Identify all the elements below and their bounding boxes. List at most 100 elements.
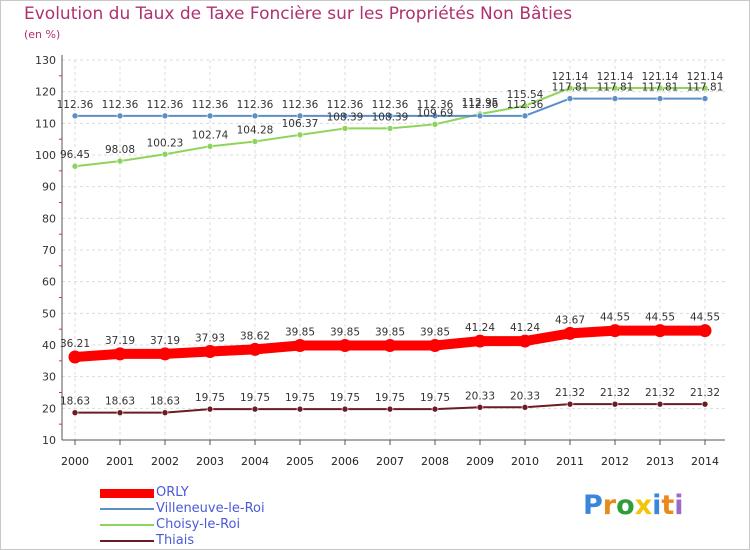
data-point-orly bbox=[248, 342, 262, 356]
data-label-thiais: 19.75 bbox=[195, 392, 225, 404]
x-tick-label: 2009 bbox=[466, 455, 494, 468]
legend-swatch-villeneuve-le-roi bbox=[100, 508, 154, 510]
data-label-choisy-le-roi: 115.54 bbox=[507, 89, 544, 101]
data-point-villeneuve-le-roi bbox=[611, 95, 619, 102]
data-point-villeneuve-le-roi bbox=[566, 95, 574, 102]
data-point-choisy-le-roi bbox=[341, 125, 349, 132]
data-label-orly: 37.93 bbox=[195, 333, 225, 345]
data-label-choisy-le-roi: 109.69 bbox=[417, 107, 454, 119]
y-tick-label: 130 bbox=[35, 54, 56, 67]
x-tick-label: 2006 bbox=[331, 455, 359, 468]
y-tick-label: 30 bbox=[42, 371, 56, 384]
data-point-thiais bbox=[566, 400, 574, 408]
y-tick-label: 90 bbox=[42, 181, 56, 194]
data-label-orly: 44.55 bbox=[690, 312, 720, 324]
data-point-orly bbox=[293, 338, 307, 352]
x-tick-label: 2010 bbox=[511, 455, 539, 468]
data-label-thiais: 18.63 bbox=[60, 396, 90, 408]
data-label-villeneuve-le-roi: 112.36 bbox=[417, 99, 454, 111]
data-label-thiais: 21.32 bbox=[555, 387, 585, 399]
data-label-thiais: 18.63 bbox=[150, 396, 180, 408]
data-label-choisy-le-roi: 104.28 bbox=[237, 124, 274, 136]
data-point-thiais bbox=[611, 400, 619, 408]
data-label-orly: 41.24 bbox=[510, 322, 540, 334]
data-label-orly: 39.85 bbox=[375, 326, 405, 338]
x-tick-label: 2014 bbox=[691, 455, 719, 468]
data-label-orly: 39.85 bbox=[285, 326, 315, 338]
y-tick-label: 20 bbox=[42, 402, 56, 415]
x-tick-label: 2002 bbox=[151, 455, 179, 468]
data-point-villeneuve-le-roi bbox=[116, 112, 124, 120]
data-point-thiais bbox=[296, 405, 304, 413]
data-point-choisy-le-roi bbox=[701, 84, 709, 92]
x-tick-label: 2001 bbox=[106, 455, 134, 468]
data-point-thiais bbox=[251, 405, 259, 413]
data-point-orly bbox=[338, 338, 352, 352]
data-label-villeneuve-le-roi: 117.81 bbox=[687, 82, 724, 94]
data-label-orly: 43.67 bbox=[555, 314, 585, 326]
data-point-thiais bbox=[701, 400, 709, 408]
data-label-villeneuve-le-roi: 117.81 bbox=[642, 82, 679, 94]
data-point-thiais bbox=[476, 403, 484, 411]
data-point-choisy-le-roi bbox=[161, 150, 169, 158]
data-point-orly bbox=[473, 334, 487, 348]
data-point-thiais bbox=[206, 405, 214, 413]
data-label-choisy-le-roi: 108.39 bbox=[327, 111, 364, 123]
data-point-villeneuve-le-roi bbox=[296, 112, 304, 120]
data-label-orly: 44.55 bbox=[645, 312, 675, 324]
data-point-thiais bbox=[656, 400, 664, 408]
data-point-choisy-le-roi bbox=[656, 84, 664, 92]
data-point-thiais bbox=[386, 405, 394, 413]
chart-title: Evolution du Taux de Taxe Foncière sur l… bbox=[24, 4, 573, 24]
data-point-villeneuve-le-roi bbox=[206, 112, 214, 120]
logo-letter: P bbox=[583, 490, 603, 521]
data-point-villeneuve-le-roi bbox=[431, 112, 439, 120]
chart-subtitle: (en %) bbox=[24, 28, 61, 41]
data-point-villeneuve-le-roi bbox=[701, 95, 709, 102]
data-label-choisy-le-roi: 100.23 bbox=[147, 137, 184, 149]
data-label-thiais: 21.32 bbox=[600, 387, 630, 399]
data-label-choisy-le-roi: 108.39 bbox=[372, 111, 409, 123]
data-point-choisy-le-roi bbox=[116, 157, 124, 165]
data-point-choisy-le-roi bbox=[71, 162, 79, 170]
data-label-choisy-le-roi: 98.08 bbox=[105, 144, 135, 156]
legend-label-thiais: Thiais bbox=[156, 533, 195, 548]
data-point-choisy-le-roi bbox=[386, 125, 394, 132]
legend-label-orly: ORLY bbox=[156, 485, 189, 500]
data-point-thiais bbox=[521, 403, 529, 411]
data-label-orly: 38.62 bbox=[240, 330, 270, 342]
x-tick-label: 2008 bbox=[421, 455, 449, 468]
data-label-choisy-le-roi: 121.14 bbox=[597, 71, 634, 83]
y-tick-label: 70 bbox=[42, 244, 56, 257]
proxiti-logo: Proxiti bbox=[583, 490, 684, 521]
data-label-choisy-le-roi: 106.37 bbox=[282, 118, 319, 130]
x-tick-label: 2005 bbox=[286, 455, 314, 468]
data-label-thiais: 21.32 bbox=[690, 387, 720, 399]
y-tick-label: 100 bbox=[35, 149, 56, 162]
data-label-villeneuve-le-roi: 112.36 bbox=[57, 99, 94, 111]
legend-swatch-thiais bbox=[100, 540, 154, 542]
data-label-villeneuve-le-roi: 112.36 bbox=[507, 99, 544, 111]
data-label-villeneuve-le-roi: 112.36 bbox=[237, 99, 274, 111]
y-tick-label: 60 bbox=[42, 276, 56, 289]
data-point-orly bbox=[68, 350, 82, 364]
legend-swatch-choisy-le-roi bbox=[100, 524, 154, 526]
data-point-orly bbox=[518, 334, 532, 348]
data-point-orly bbox=[203, 345, 217, 359]
data-point-orly bbox=[383, 338, 397, 352]
data-point-choisy-le-roi bbox=[611, 84, 619, 92]
data-label-orly: 37.19 bbox=[105, 335, 135, 347]
data-label-villeneuve-le-roi: 112.36 bbox=[462, 99, 499, 111]
x-tick-label: 2011 bbox=[556, 455, 584, 468]
data-label-choisy-le-roi: 121.14 bbox=[552, 71, 589, 83]
data-label-orly: 44.55 bbox=[600, 312, 630, 324]
data-point-villeneuve-le-roi bbox=[476, 112, 484, 120]
data-point-choisy-le-roi bbox=[251, 138, 259, 145]
y-tick-label: 10 bbox=[42, 434, 56, 447]
logo-letter: t bbox=[661, 490, 675, 521]
data-label-orly: 41.24 bbox=[465, 322, 495, 334]
data-label-thiais: 19.75 bbox=[420, 392, 450, 404]
data-label-villeneuve-le-roi: 112.36 bbox=[327, 99, 364, 111]
logo-letter: i bbox=[674, 490, 684, 521]
